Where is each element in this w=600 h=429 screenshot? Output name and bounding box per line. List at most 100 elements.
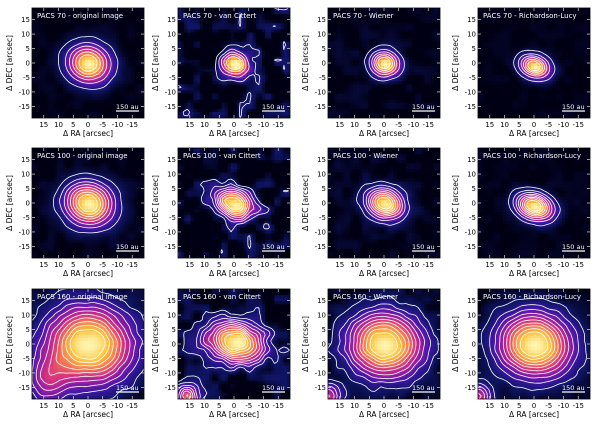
image-pixel: [202, 66, 207, 70]
image-pixel: [280, 78, 285, 82]
x-tick-label: 10: [350, 121, 359, 129]
image-pixel: [396, 35, 401, 40]
image-pixel: [558, 66, 563, 70]
image-pixel: [484, 56, 488, 61]
image-pixel: [63, 114, 67, 118]
image-pixel: [94, 56, 98, 61]
image-pixel: [286, 17, 290, 21]
image-pixel: [580, 72, 585, 76]
image-pixel: [277, 93, 282, 98]
image-pixel: [496, 81, 501, 85]
image-pixel: [47, 56, 52, 61]
image-pixel: [81, 96, 86, 101]
image-pixel: [496, 59, 501, 64]
image-pixel: [69, 93, 74, 98]
image-pixel: [94, 38, 98, 43]
image-pixel: [137, 14, 142, 18]
image-pixel: [546, 66, 551, 70]
image-pixel: [580, 69, 585, 73]
image-pixel: [35, 41, 39, 46]
y-tick-label: -5: [23, 74, 30, 82]
image-pixel: [47, 81, 52, 85]
x-tick-label: -5: [99, 121, 106, 129]
image-pixel: [224, 114, 229, 118]
image-pixel: [362, 66, 366, 70]
image-pixel: [374, 81, 379, 85]
image-pixel: [580, 81, 585, 85]
image-pixel: [337, 90, 342, 95]
image-pixel: [512, 29, 516, 34]
image-pixel: [530, 41, 535, 46]
image-pixel: [555, 50, 560, 55]
image-pixel: [537, 75, 541, 79]
image-pixel: [206, 84, 210, 89]
image-pixel: [218, 14, 223, 18]
image-pixel: [277, 17, 282, 21]
image-pixel: [283, 53, 288, 58]
image-pixel: [202, 72, 207, 76]
image-pixel: [393, 99, 398, 104]
image-pixel: [349, 90, 354, 95]
image-pixel: [94, 20, 98, 24]
image-pixel: [199, 84, 204, 89]
image-pixel: [496, 41, 501, 46]
image-pixel: [258, 8, 263, 12]
image-pixel: [69, 102, 74, 107]
image-pixel: [78, 84, 83, 89]
image-pixel: [562, 32, 566, 37]
image-pixel: [91, 53, 95, 58]
image-pixel: [69, 84, 74, 89]
image-pixel: [190, 50, 195, 55]
image-pixel: [258, 96, 263, 101]
image-pixel: [430, 114, 435, 118]
image-pixel: [125, 38, 130, 43]
image-pixel: [280, 29, 285, 34]
image-pixel: [577, 44, 582, 49]
image-pixel: [487, 44, 492, 49]
image-pixel: [387, 35, 391, 40]
image-pixel: [549, 84, 554, 89]
image-pixel: [181, 29, 185, 34]
image-pixel: [418, 81, 422, 85]
image-pixel: [402, 17, 407, 21]
image-pixel: [35, 35, 39, 40]
image-pixel: [88, 63, 92, 67]
image-pixel: [387, 20, 391, 24]
image-pixel: [433, 29, 438, 34]
image-pixel: [234, 35, 238, 40]
image-pixel: [193, 59, 198, 64]
image-pixel: [265, 81, 269, 85]
image-pixel: [109, 99, 114, 104]
image-pixel: [131, 66, 136, 70]
image-pixel: [88, 11, 92, 15]
image-pixel: [122, 81, 126, 85]
image-pixel: [427, 14, 432, 18]
image-pixel: [252, 11, 257, 15]
image-pixel: [343, 102, 348, 107]
image-pixel: [56, 44, 61, 49]
image-pixel: [502, 17, 507, 21]
image-pixel: [328, 93, 332, 98]
image-pixel: [218, 66, 223, 70]
image-pixel: [215, 11, 220, 15]
image-pixel: [421, 105, 426, 110]
image-pixel: [202, 63, 207, 67]
image-pixel: [116, 66, 120, 70]
image-pixel: [249, 84, 254, 89]
image-pixel: [258, 23, 263, 27]
image-pixel: [512, 41, 516, 46]
image-pixel: [334, 50, 338, 55]
image-pixel: [209, 59, 213, 64]
image-pixel: [512, 8, 516, 12]
image-pixel: [399, 72, 404, 76]
image-pixel: [137, 75, 142, 79]
image-pixel: [35, 38, 39, 43]
image-pixel: [255, 23, 260, 27]
image-pixel: [405, 90, 410, 95]
image-pixel: [131, 44, 136, 49]
image-pixel: [283, 93, 288, 98]
image-pixel: [125, 72, 130, 76]
image-pixel: [421, 102, 426, 107]
image-pixel: [258, 56, 263, 61]
image-pixel: [206, 114, 210, 118]
